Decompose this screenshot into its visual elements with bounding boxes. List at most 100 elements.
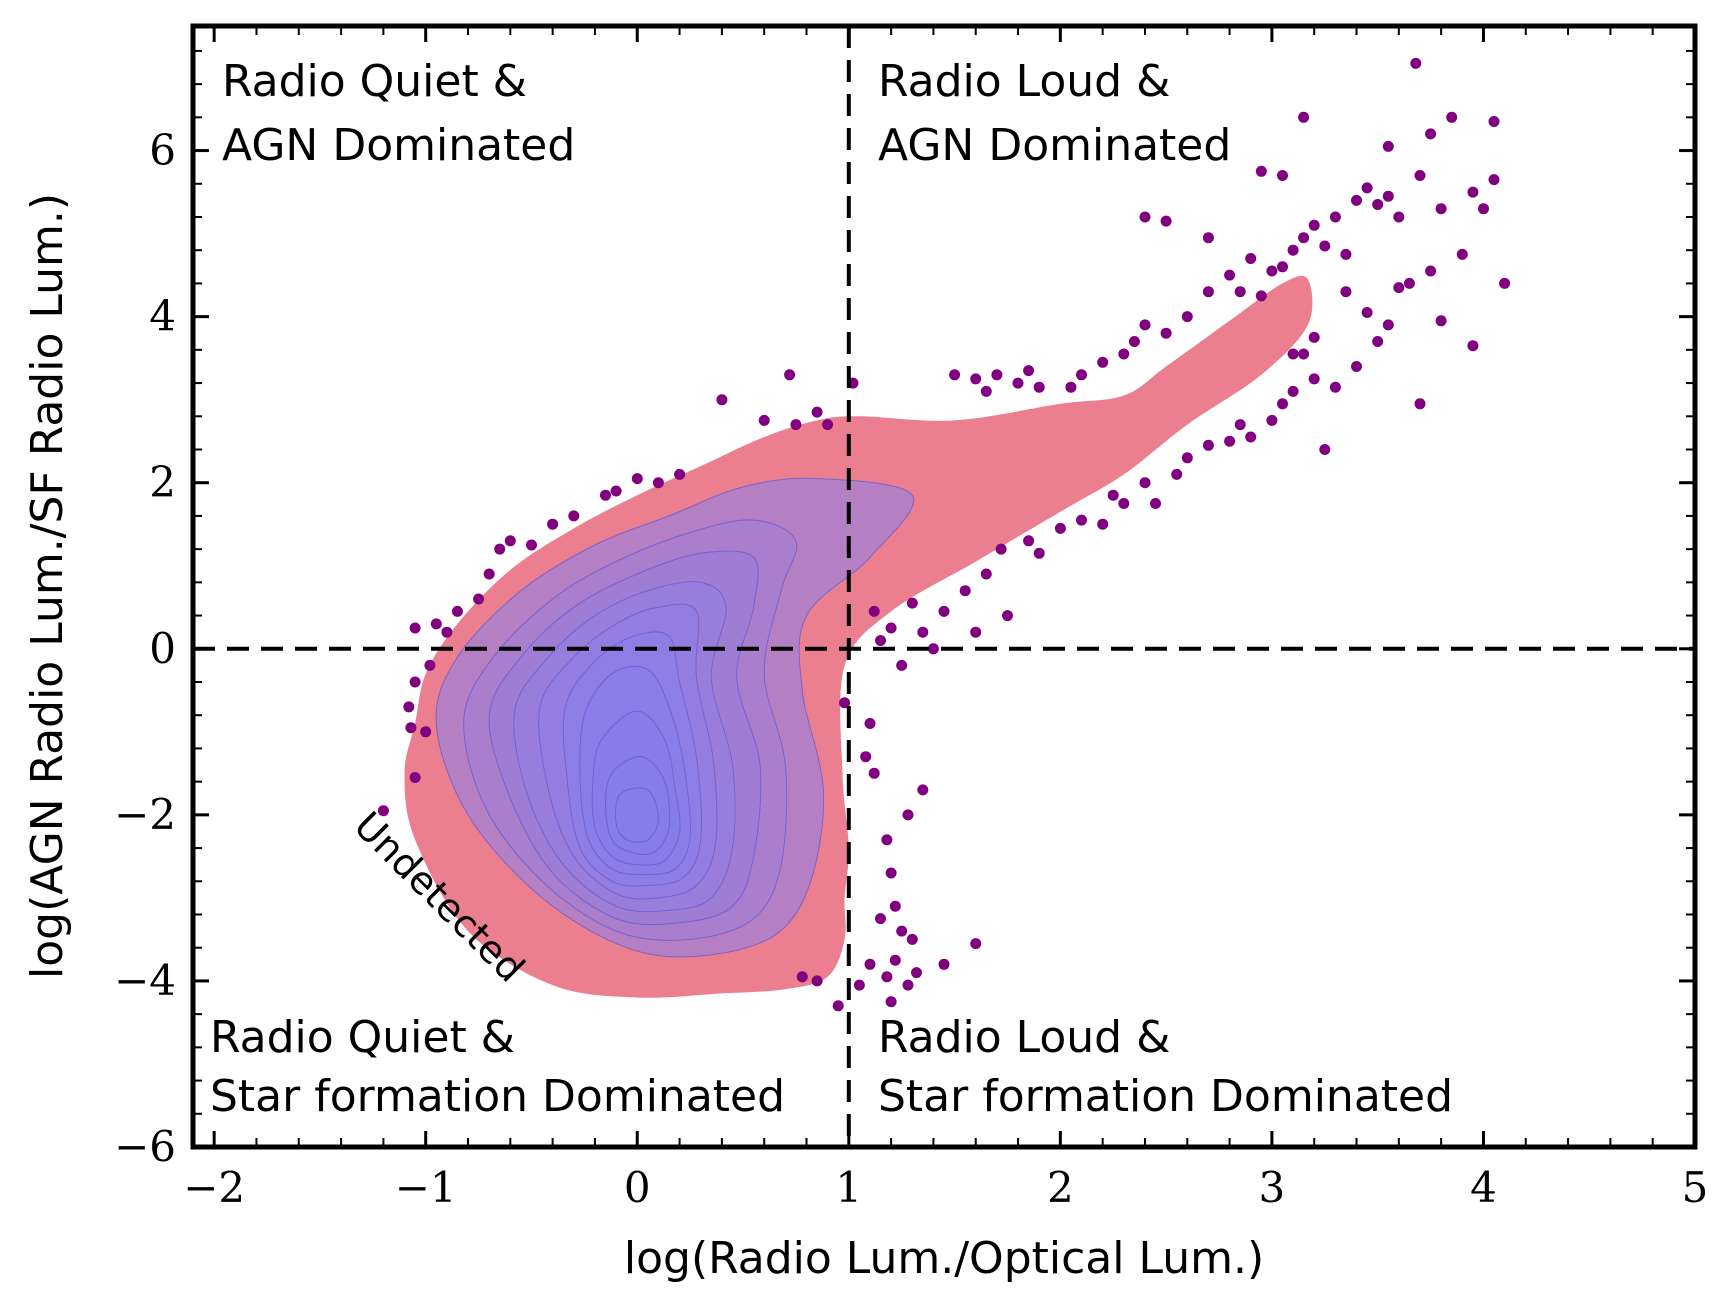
- data-point: [1298, 111, 1310, 123]
- data-point: [1393, 282, 1405, 294]
- data-point: [1414, 170, 1426, 181]
- data-point: [1467, 340, 1479, 352]
- data-point: [716, 394, 728, 406]
- data-point: [526, 539, 537, 551]
- density-contour: [463, 519, 798, 941]
- density-contour: [579, 665, 691, 876]
- data-point: [1065, 381, 1077, 393]
- data-point: [1467, 186, 1479, 198]
- data-point: [1287, 385, 1299, 397]
- data-point: [494, 543, 506, 555]
- data-point: [927, 643, 939, 655]
- y-tick-label: −4: [114, 956, 176, 1005]
- data-point: [1446, 111, 1458, 123]
- data-point: [1340, 286, 1352, 298]
- data-point: [405, 722, 417, 734]
- plot-frame: [190, 23, 1698, 1150]
- data-point: [822, 419, 834, 431]
- data-point: [889, 900, 901, 912]
- data-point: [1277, 170, 1288, 181]
- data-point: [790, 419, 802, 431]
- data-point: [420, 726, 432, 738]
- data-point: [970, 938, 982, 950]
- data-point: [959, 585, 971, 597]
- data-point: [1361, 307, 1373, 318]
- data-point: [885, 996, 897, 1008]
- data-point: [980, 385, 992, 397]
- data-point: [451, 605, 463, 617]
- divider-lines: [193, 26, 1695, 1147]
- data-point: [1160, 215, 1172, 227]
- data-point: [600, 489, 611, 501]
- data-point: [1298, 348, 1310, 360]
- data-point: [906, 597, 918, 609]
- y-tick-label: −2: [114, 790, 176, 839]
- data-point: [1139, 211, 1151, 223]
- data-point: [885, 867, 897, 879]
- density-layer: [404, 275, 1313, 998]
- data-point: [1202, 439, 1214, 451]
- data-point: [1033, 547, 1045, 559]
- data-point: [1150, 498, 1161, 509]
- x-tick-label: 5: [1682, 1163, 1709, 1212]
- data-point: [839, 697, 851, 709]
- data-point: [377, 805, 389, 817]
- data-point: [1329, 381, 1341, 393]
- data-point: [1255, 290, 1267, 302]
- density-contour: [538, 603, 718, 900]
- data-point: [1139, 319, 1151, 331]
- data-point: [1202, 232, 1214, 244]
- data-point: [1425, 265, 1437, 277]
- data-point: [1425, 128, 1437, 140]
- data-point: [441, 626, 453, 638]
- data-point: [1298, 232, 1310, 244]
- data-point: [1076, 369, 1087, 381]
- data-point: [409, 622, 421, 634]
- data-point: [881, 834, 893, 846]
- data-point: [1382, 319, 1394, 331]
- data-point: [1234, 286, 1246, 298]
- density-contour: [615, 787, 659, 843]
- data-point: [868, 767, 880, 779]
- quadrant-label-bl-line2: Star formation Dominated: [210, 1071, 785, 1122]
- data-point: [409, 676, 421, 688]
- data-point: [980, 568, 992, 580]
- data-point: [1118, 348, 1130, 360]
- x-tick-label: 0: [624, 1163, 651, 1212]
- quadrant-label-tl-line2: AGN Dominated: [222, 120, 575, 171]
- ticks: −2 −1 0 1 2 3 4 5 −6 −4 −2 0 2 4 6: [114, 26, 1708, 1212]
- data-point: [1382, 140, 1394, 152]
- data-point: [1308, 219, 1320, 231]
- data-point: [430, 618, 442, 630]
- data-point: [896, 925, 908, 937]
- data-point: [1245, 253, 1257, 264]
- data-point: [1118, 498, 1130, 509]
- data-point: [1245, 431, 1257, 443]
- data-point: [1266, 414, 1278, 426]
- points-layer: [377, 57, 1511, 1012]
- data-point: [1410, 57, 1422, 69]
- data-point: [1414, 398, 1426, 410]
- quadrant-label-tr-line2: AGN Dominated: [878, 120, 1231, 171]
- data-point: [652, 477, 664, 489]
- y-tick-label: −6: [114, 1122, 176, 1171]
- data-point: [889, 954, 901, 966]
- data-point: [1308, 331, 1320, 343]
- data-point: [1002, 610, 1013, 622]
- data-point: [1023, 365, 1035, 377]
- y-axis-title: log(AGN Radio Lum./SF Radio Lum.): [22, 193, 73, 979]
- data-point: [875, 635, 886, 646]
- data-point: [483, 568, 495, 580]
- data-point: [610, 485, 622, 497]
- data-point: [917, 784, 929, 796]
- data-point: [1266, 265, 1278, 277]
- data-point: [674, 468, 686, 480]
- data-point: [1277, 398, 1288, 410]
- data-point: [970, 373, 982, 385]
- data-point: [811, 406, 823, 418]
- quadrant-label-tl-line1: Radio Quiet &: [222, 56, 527, 107]
- data-point: [1361, 182, 1373, 194]
- data-point: [860, 751, 872, 763]
- data-point: [631, 473, 643, 485]
- data-point: [1372, 336, 1384, 347]
